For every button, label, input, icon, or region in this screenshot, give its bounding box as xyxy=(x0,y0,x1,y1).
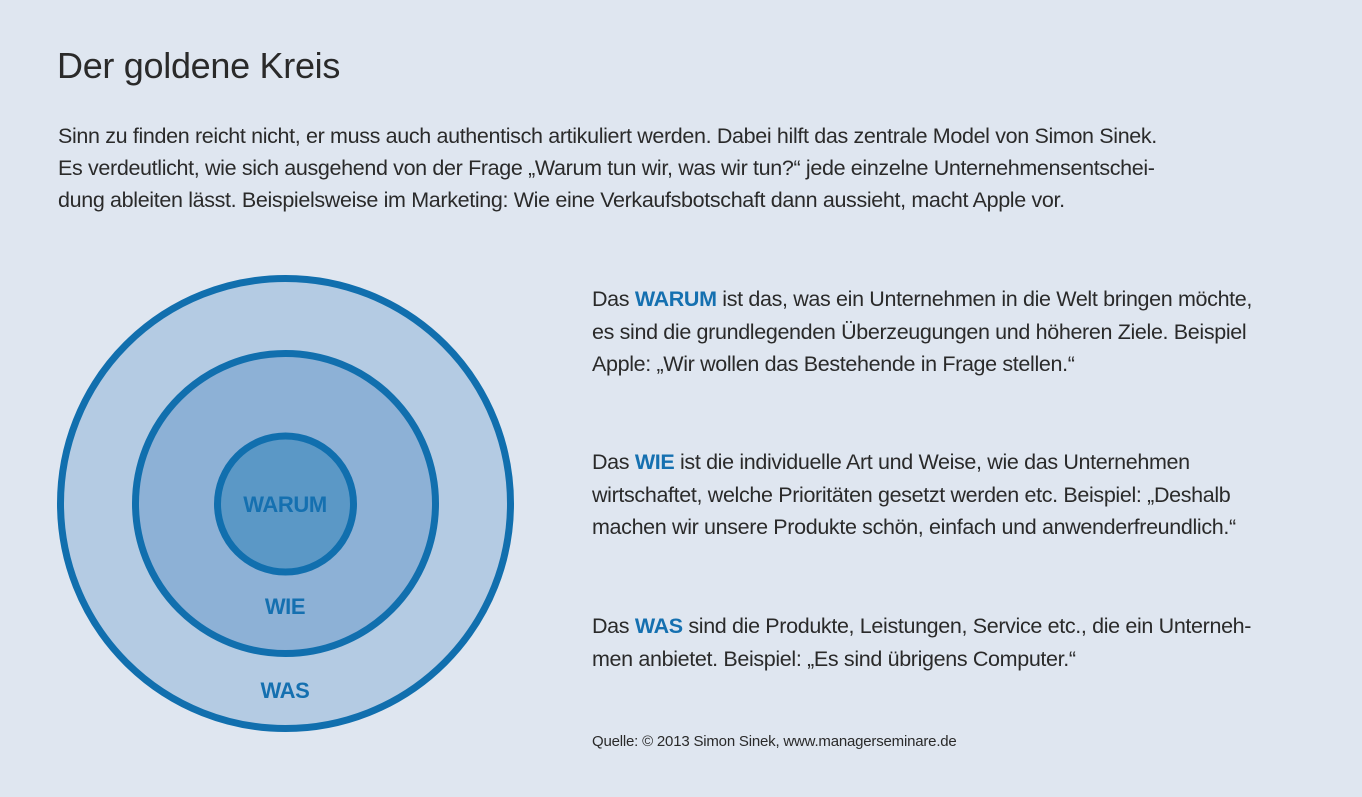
intro-paragraph: Sinn zu finden reicht nicht, er muss auc… xyxy=(58,120,1318,216)
description-line: wirtschaftet, welche Prioritäten gesetzt… xyxy=(592,482,1231,507)
description-line: Das WIE ist die individuelle Art und Wei… xyxy=(592,446,1312,479)
description-wie: Das WIE ist die individuelle Art und Wei… xyxy=(592,446,1312,544)
description-prefix: Das xyxy=(592,614,635,638)
golden-circle-diagram: WARUM WIE WAS xyxy=(0,0,580,797)
source-citation: Quelle: © 2013 Simon Sinek, www.managers… xyxy=(592,733,957,750)
description-warum: Das WARUM ist das, was ein Unternehmen i… xyxy=(592,283,1312,381)
page-title: Der goldene Kreis xyxy=(57,45,341,86)
label-warum: WARUM xyxy=(243,492,327,517)
description-prefix: Das xyxy=(592,287,635,311)
description-was: Das WAS sind die Produkte, Leistungen, S… xyxy=(592,610,1312,675)
inner-circle-warum xyxy=(214,432,357,576)
intro-line: Es verdeutlicht, wie sich ausgehend von … xyxy=(58,156,1155,180)
label-was: WAS xyxy=(260,678,310,703)
description-line: machen wir unsere Produkte schön, einfac… xyxy=(592,515,1236,539)
intro-line: dung ableiten lässt. Beispielsweise im M… xyxy=(58,188,1065,212)
description-text: ist die individuelle Art und Weise, wie … xyxy=(674,450,1190,474)
description-text: sind die Produkte, Leistungen, Service e… xyxy=(682,614,1252,638)
description-line: es sind die grundlegenden Überzeugungen … xyxy=(592,319,1247,344)
description-line: Das WARUM ist das, was ein Unternehmen i… xyxy=(592,283,1312,316)
description-line: men anbietet. Beispiel: „Es sind übrigen… xyxy=(592,646,1076,671)
keyword-warum: WARUM xyxy=(634,287,717,311)
keyword-wie: WIE xyxy=(634,450,675,474)
keyword-was: WAS xyxy=(634,614,683,638)
description-line: Das WAS sind die Produkte, Leistungen, S… xyxy=(592,610,1312,643)
description-line: Apple: „Wir wollen das Bestehende in Fra… xyxy=(592,352,1075,376)
description-prefix: Das xyxy=(592,450,635,474)
label-wie: WIE xyxy=(264,594,306,619)
description-text: ist das, was ein Unternehmen in die Welt… xyxy=(716,287,1253,311)
golden-circle-svg xyxy=(57,275,514,732)
intro-line: Sinn zu finden reicht nicht, er muss auc… xyxy=(58,124,1157,148)
